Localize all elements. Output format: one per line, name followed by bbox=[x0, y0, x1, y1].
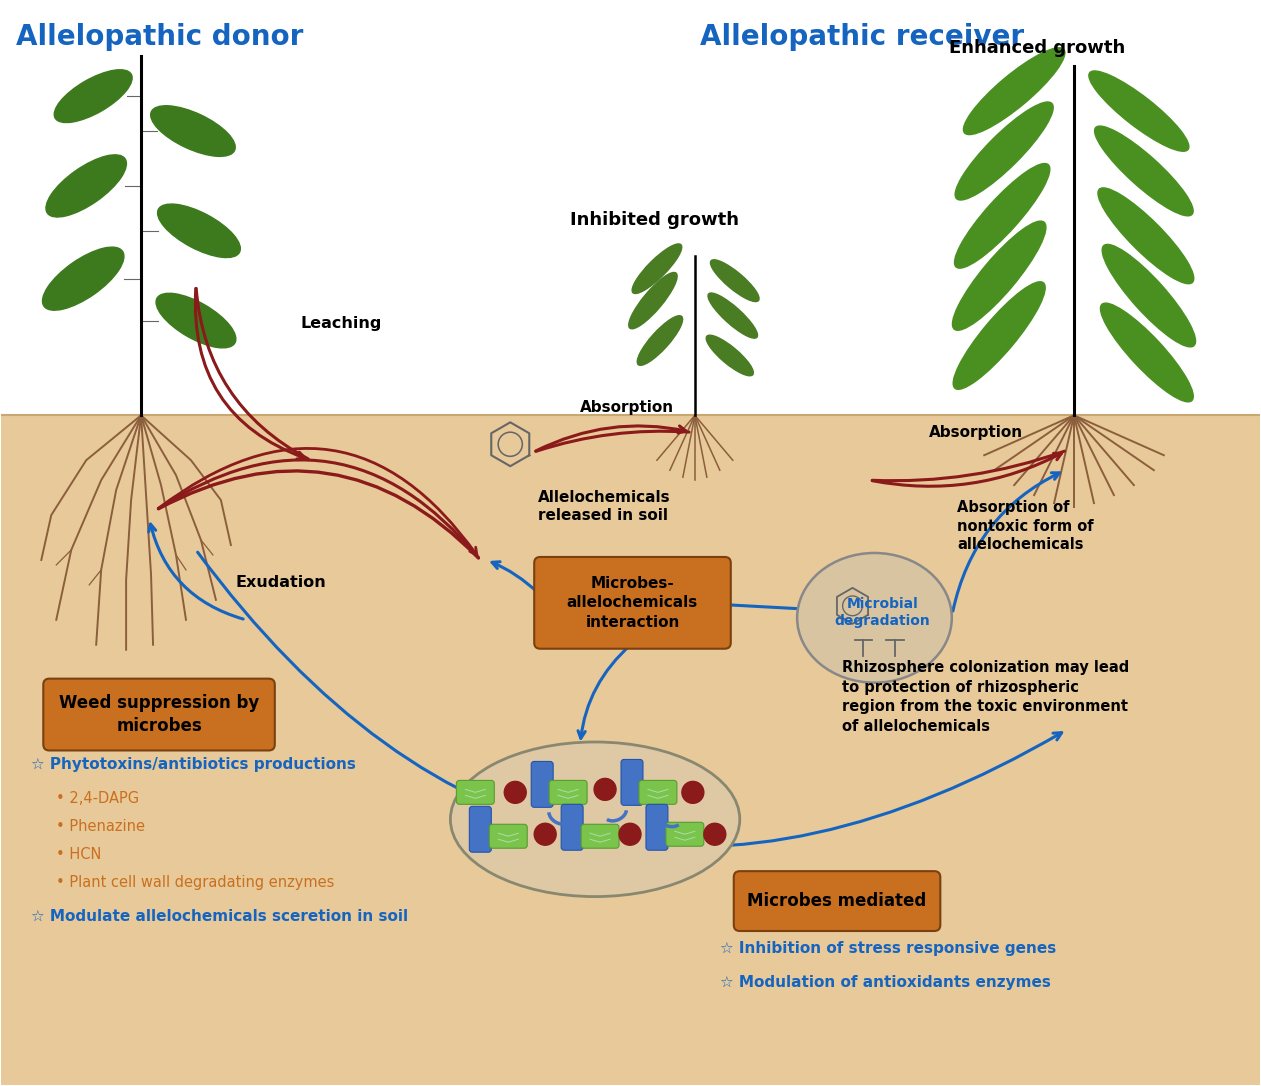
Text: Allelochemicals
released in soil: Allelochemicals released in soil bbox=[538, 490, 671, 522]
Bar bbox=[1, 1, 1260, 415]
FancyBboxPatch shape bbox=[639, 781, 677, 805]
Ellipse shape bbox=[156, 293, 236, 348]
FancyBboxPatch shape bbox=[620, 759, 643, 806]
Text: Absorption: Absorption bbox=[580, 401, 675, 415]
Ellipse shape bbox=[158, 204, 241, 257]
FancyBboxPatch shape bbox=[535, 557, 731, 648]
Text: • 2,4-DAPG: • 2,4-DAPG bbox=[57, 792, 140, 807]
FancyArrowPatch shape bbox=[195, 289, 305, 459]
FancyBboxPatch shape bbox=[489, 824, 527, 848]
FancyBboxPatch shape bbox=[456, 781, 494, 805]
Text: Absorption of
nontoxic form of
allelochemicals: Absorption of nontoxic form of alleloche… bbox=[957, 501, 1093, 553]
Ellipse shape bbox=[1102, 244, 1195, 346]
FancyBboxPatch shape bbox=[531, 761, 554, 807]
Ellipse shape bbox=[43, 248, 124, 311]
FancyArrowPatch shape bbox=[873, 451, 1064, 481]
FancyArrowPatch shape bbox=[159, 449, 477, 555]
Text: Microbes mediated: Microbes mediated bbox=[748, 892, 927, 910]
Ellipse shape bbox=[450, 742, 740, 897]
FancyBboxPatch shape bbox=[469, 806, 492, 853]
FancyArrowPatch shape bbox=[198, 552, 1062, 847]
Text: Weed suppression by
microbes: Weed suppression by microbes bbox=[59, 694, 260, 734]
FancyArrowPatch shape bbox=[197, 289, 308, 459]
FancyArrowPatch shape bbox=[953, 472, 1059, 611]
Text: Exudation: Exudation bbox=[236, 574, 327, 590]
FancyArrowPatch shape bbox=[159, 460, 479, 558]
Ellipse shape bbox=[1098, 188, 1194, 283]
Ellipse shape bbox=[629, 273, 677, 329]
FancyBboxPatch shape bbox=[43, 679, 275, 750]
Text: Enhanced growth: Enhanced growth bbox=[950, 39, 1126, 58]
FancyBboxPatch shape bbox=[550, 781, 588, 805]
Text: Rhizosphere colonization may lead
to protection of rhizospheric
region from the : Rhizosphere colonization may lead to pro… bbox=[841, 659, 1129, 734]
Ellipse shape bbox=[952, 222, 1045, 330]
Ellipse shape bbox=[707, 293, 758, 338]
Ellipse shape bbox=[1095, 126, 1193, 216]
Text: ☆ Phytotoxins/antibiotics productions: ☆ Phytotoxins/antibiotics productions bbox=[32, 757, 356, 772]
Text: • HCN: • HCN bbox=[57, 847, 102, 862]
Text: ☆ Modulate allelochemicals sceretion in soil: ☆ Modulate allelochemicals sceretion in … bbox=[32, 909, 409, 924]
FancyBboxPatch shape bbox=[561, 805, 583, 850]
FancyArrowPatch shape bbox=[730, 605, 813, 613]
Ellipse shape bbox=[150, 105, 236, 156]
Circle shape bbox=[504, 782, 526, 804]
FancyArrowPatch shape bbox=[149, 525, 243, 619]
Ellipse shape bbox=[637, 316, 682, 365]
Text: Allelopathic receiver: Allelopathic receiver bbox=[700, 23, 1024, 51]
Text: Microbial
degradation: Microbial degradation bbox=[835, 597, 931, 629]
Text: Microbes-
allelochemicals
interaction: Microbes- allelochemicals interaction bbox=[567, 577, 699, 630]
FancyBboxPatch shape bbox=[734, 871, 941, 931]
Text: ☆ Inhibition of stress responsive genes: ☆ Inhibition of stress responsive genes bbox=[720, 940, 1055, 956]
Ellipse shape bbox=[955, 164, 1050, 268]
Ellipse shape bbox=[706, 336, 753, 376]
FancyArrowPatch shape bbox=[873, 453, 1062, 487]
FancyBboxPatch shape bbox=[666, 822, 704, 846]
Text: • Plant cell wall degradating enzymes: • Plant cell wall degradating enzymes bbox=[57, 875, 334, 891]
Circle shape bbox=[594, 779, 617, 800]
FancyBboxPatch shape bbox=[646, 805, 668, 850]
Ellipse shape bbox=[955, 102, 1053, 200]
Text: Leaching: Leaching bbox=[300, 316, 382, 330]
Bar bbox=[1, 415, 1260, 1085]
Ellipse shape bbox=[1101, 303, 1193, 402]
Ellipse shape bbox=[710, 260, 759, 302]
Circle shape bbox=[704, 823, 726, 845]
Circle shape bbox=[682, 782, 704, 804]
Ellipse shape bbox=[797, 553, 952, 683]
FancyArrowPatch shape bbox=[536, 431, 689, 452]
FancyArrowPatch shape bbox=[159, 471, 478, 558]
FancyBboxPatch shape bbox=[581, 824, 619, 848]
Ellipse shape bbox=[963, 48, 1064, 135]
Circle shape bbox=[619, 823, 641, 845]
Text: Absorption: Absorption bbox=[929, 426, 1024, 440]
FancyArrowPatch shape bbox=[536, 426, 686, 451]
Text: Inhibited growth: Inhibited growth bbox=[570, 211, 739, 229]
Ellipse shape bbox=[632, 244, 682, 293]
Ellipse shape bbox=[54, 70, 132, 123]
Ellipse shape bbox=[1090, 71, 1189, 151]
Ellipse shape bbox=[953, 281, 1045, 389]
Ellipse shape bbox=[45, 155, 126, 217]
FancyArrowPatch shape bbox=[578, 645, 630, 738]
Text: Allelopathic donor: Allelopathic donor bbox=[16, 23, 304, 51]
Text: • Phenazine: • Phenazine bbox=[57, 819, 145, 834]
Text: ☆ Modulation of antioxidants enzymes: ☆ Modulation of antioxidants enzymes bbox=[720, 975, 1050, 990]
FancyArrowPatch shape bbox=[492, 561, 538, 593]
Circle shape bbox=[535, 823, 556, 845]
